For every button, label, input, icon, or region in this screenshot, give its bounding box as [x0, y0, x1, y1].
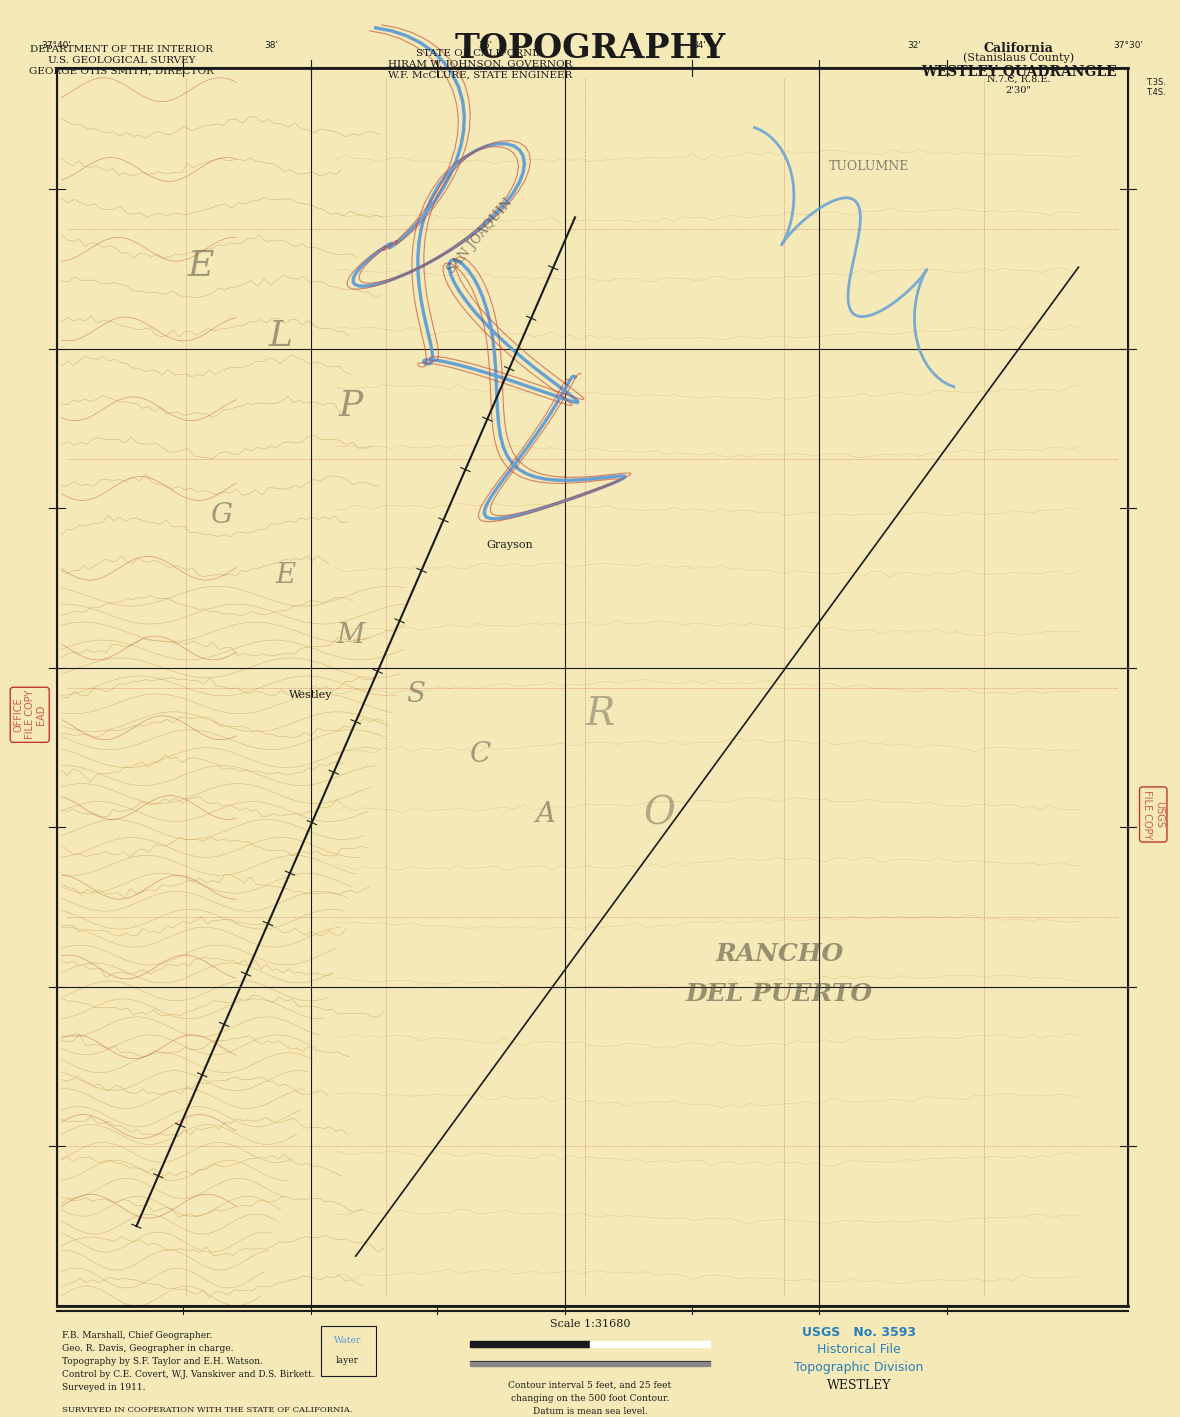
Text: GEORGE OTIS SMITH, DIRECTOR: GEORGE OTIS SMITH, DIRECTOR — [30, 67, 214, 75]
Text: SAN JOAQUIN: SAN JOAQUIN — [445, 196, 516, 276]
Text: SURVEYED IN COOPERATION WITH THE STATE OF CALIFORNIA.: SURVEYED IN COOPERATION WITH THE STATE O… — [61, 1406, 352, 1414]
Text: F.B. Marshall, Chief Geographer.: F.B. Marshall, Chief Geographer. — [61, 1331, 212, 1340]
Bar — [471, 1360, 709, 1366]
Text: 37°40': 37°40' — [41, 41, 72, 50]
Text: E: E — [188, 249, 215, 283]
Text: TUOLUMNE: TUOLUMNE — [828, 160, 910, 173]
Text: 34': 34' — [693, 41, 707, 50]
Text: 38': 38' — [264, 41, 278, 50]
Text: STATE OF CALIFORNIA: STATE OF CALIFORNIA — [417, 48, 544, 58]
Text: Scale 1:31680: Scale 1:31680 — [550, 1319, 630, 1329]
Text: Control by C.E. Covert, W.J. Vanskiver and D.S. Birkett.: Control by C.E. Covert, W.J. Vanskiver a… — [61, 1370, 314, 1379]
Text: P: P — [339, 388, 363, 422]
Text: A: A — [536, 801, 555, 828]
Text: 36': 36' — [478, 41, 492, 50]
Text: USGS
FILE COPY: USGS FILE COPY — [1142, 789, 1163, 839]
Text: 32': 32' — [907, 41, 920, 50]
Text: California: California — [984, 43, 1054, 55]
Bar — [321, 1326, 375, 1376]
Text: HIRAM W. JOHNSON, GOVERNOR: HIRAM W. JOHNSON, GOVERNOR — [388, 60, 572, 69]
Text: changing on the 500 foot Contour.: changing on the 500 foot Contour. — [511, 1394, 669, 1403]
Text: G: G — [210, 502, 232, 529]
Text: Water: Water — [334, 1336, 361, 1345]
Text: Topography by S.F. Taylor and E.H. Watson.: Topography by S.F. Taylor and E.H. Watso… — [61, 1357, 263, 1366]
Text: Topographic Division: Topographic Division — [794, 1360, 924, 1373]
Text: (Stanislaus County): (Stanislaus County) — [963, 52, 1074, 64]
Bar — [471, 1340, 590, 1346]
Text: E: E — [276, 561, 296, 588]
Text: WESTLEY: WESTLEY — [827, 1379, 891, 1391]
Text: Surveyed in 1911.: Surveyed in 1911. — [61, 1383, 145, 1391]
Text: OFFICE
FILE COPY
EAD: OFFICE FILE COPY EAD — [13, 690, 46, 740]
Text: Historical File: Historical File — [818, 1343, 902, 1356]
Text: N.7.C, R.8.E.: N.7.C, R.8.E. — [986, 75, 1050, 84]
Text: Geo. R. Davis, Geographer in charge.: Geo. R. Davis, Geographer in charge. — [61, 1343, 234, 1353]
Text: DEL PUERTO: DEL PUERTO — [686, 982, 873, 1006]
Text: TOPOGRAPHY: TOPOGRAPHY — [454, 33, 726, 65]
Bar — [590, 1340, 709, 1346]
Text: WESTLEY QUADRANGLE: WESTLEY QUADRANGLE — [920, 64, 1116, 78]
Text: Contour interval 5 feet, and 25 feet: Contour interval 5 feet, and 25 feet — [509, 1380, 671, 1390]
Text: S: S — [406, 682, 425, 708]
Text: O: O — [644, 796, 676, 833]
Text: Datum is mean sea level.: Datum is mean sea level. — [532, 1407, 648, 1416]
Text: L: L — [269, 319, 293, 353]
Text: 2'30": 2'30" — [1005, 86, 1031, 95]
Text: U.S. GEOLOGICAL SURVEY: U.S. GEOLOGICAL SURVEY — [47, 55, 195, 65]
Text: Westley: Westley — [289, 690, 333, 700]
Bar — [57, 68, 1128, 1306]
Text: DEPARTMENT OF THE INTERIOR: DEPARTMENT OF THE INTERIOR — [30, 45, 212, 54]
Text: USGS   No. 3593: USGS No. 3593 — [802, 1326, 916, 1339]
Text: Grayson: Grayson — [487, 540, 533, 550]
Text: RANCHO: RANCHO — [715, 942, 844, 966]
Text: 37°30': 37°30' — [1114, 41, 1143, 50]
Text: T.3S.
T.4S.: T.3S. T.4S. — [1146, 78, 1166, 98]
Text: layer: layer — [336, 1356, 359, 1365]
Text: R: R — [585, 696, 615, 733]
Text: C: C — [470, 741, 491, 768]
Text: M: M — [336, 622, 365, 649]
Text: W.F. McCLURE, STATE ENGINEER: W.F. McCLURE, STATE ENGINEER — [388, 71, 572, 79]
